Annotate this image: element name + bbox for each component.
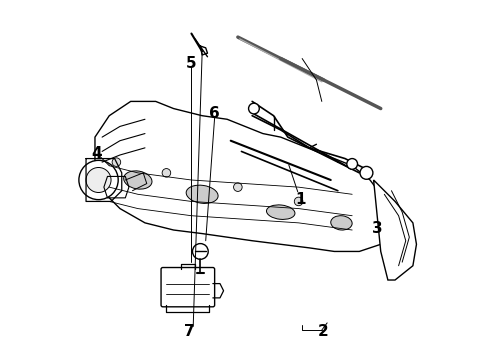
Circle shape — [193, 244, 208, 259]
Circle shape — [347, 158, 358, 169]
Text: 6: 6 — [209, 107, 220, 121]
Circle shape — [162, 168, 171, 177]
Ellipse shape — [186, 185, 218, 203]
Text: 4: 4 — [92, 146, 102, 161]
Circle shape — [79, 160, 118, 200]
Text: 7: 7 — [184, 324, 195, 339]
Polygon shape — [373, 180, 416, 280]
Text: 3: 3 — [372, 221, 383, 236]
Text: 1: 1 — [295, 192, 306, 207]
Ellipse shape — [123, 171, 152, 189]
Circle shape — [112, 158, 121, 166]
Text: 2: 2 — [318, 324, 329, 339]
Ellipse shape — [331, 216, 352, 230]
Circle shape — [294, 197, 303, 206]
FancyBboxPatch shape — [161, 267, 215, 307]
Ellipse shape — [267, 205, 295, 219]
Circle shape — [86, 167, 111, 193]
Circle shape — [248, 103, 259, 114]
Polygon shape — [95, 102, 388, 251]
Text: 5: 5 — [186, 57, 196, 71]
Circle shape — [234, 183, 242, 192]
Circle shape — [360, 166, 373, 179]
